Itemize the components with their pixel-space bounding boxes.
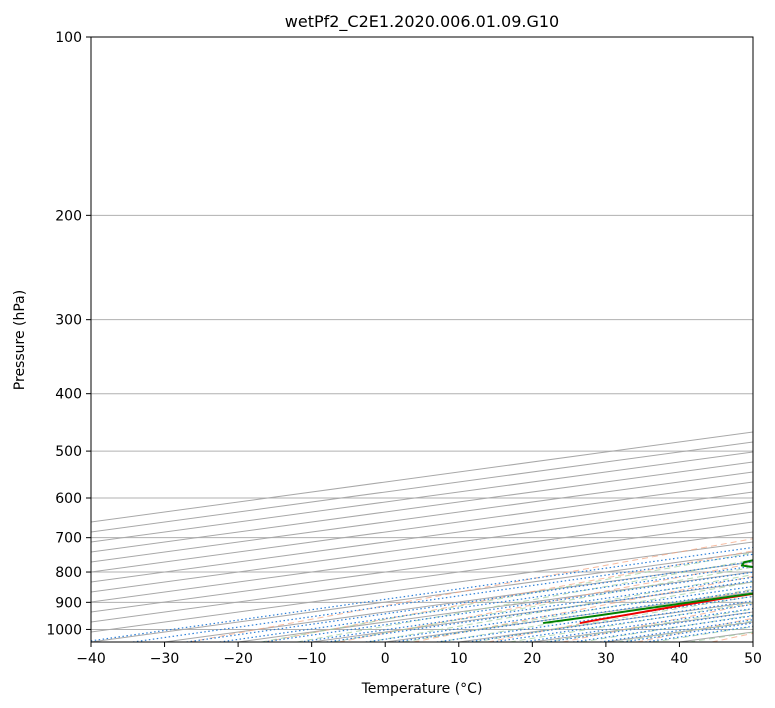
mixing-ratio-line [263,571,753,642]
moist-adiabat [509,602,753,642]
y-tick-label: 100 [55,30,82,46]
isotherm-line [91,471,753,563]
x-tick-label: 50 [744,651,762,667]
y-tick-label: 300 [55,313,82,329]
isotherm-line [91,501,753,593]
moist-adiabat [403,581,753,642]
isotherm-line [91,481,753,573]
isotherm-line [91,521,753,613]
x-tick-label: −30 [150,651,180,667]
pressure-gridlines [91,37,753,630]
chart-title: wetPf2_C2E1.2020.006.01.09.G10 [285,12,559,32]
plot-area [91,37,753,642]
x-tick-label: 10 [450,651,468,667]
isotherm-line [91,531,753,623]
y-tick-label: 1000 [46,622,82,638]
x-tick-label: −20 [223,651,253,667]
mixing-ratio-line [299,576,753,642]
plot-frame [90,36,754,643]
mixing-ratio-lines [91,546,753,642]
mixing-ratio-line [365,585,753,642]
isotherm-line [91,461,753,553]
y-tick-label: 600 [55,491,82,507]
x-tick-label: −40 [76,651,106,667]
x-tick-label: −10 [297,651,327,667]
isotherm-line [91,491,753,583]
moist-adiabat [332,566,753,642]
skewed-isotherms [91,431,753,642]
x-tick-label: 0 [381,651,390,667]
isotherm-line [91,511,753,603]
x-axis-ticks: −40 −30 −20 −10 0 10 20 30 40 50 [76,642,762,667]
x-tick-label: 40 [671,651,689,667]
y-tick-label: 800 [55,565,82,581]
x-tick-label: 20 [523,651,541,667]
y-axis-title: Pressure (hPa) [12,290,28,390]
mixing-ratio-line [326,580,753,642]
y-tick-label: 500 [55,444,82,460]
moist-adiabat [296,559,753,642]
isotherm-line [91,451,753,543]
x-tick-label: 30 [597,651,615,667]
moist-adiabats [260,552,753,642]
x-axis-title: Temperature (°C) [361,681,483,697]
y-axis-ticks: 100 200 300 400 500 600 700 800 900 1000 [46,30,91,638]
y-tick-label: 700 [55,531,82,547]
y-tick-label: 400 [55,387,82,403]
y-tick-label: 200 [55,208,82,224]
y-tick-label: 900 [55,595,82,611]
moist-adiabat [474,595,753,642]
